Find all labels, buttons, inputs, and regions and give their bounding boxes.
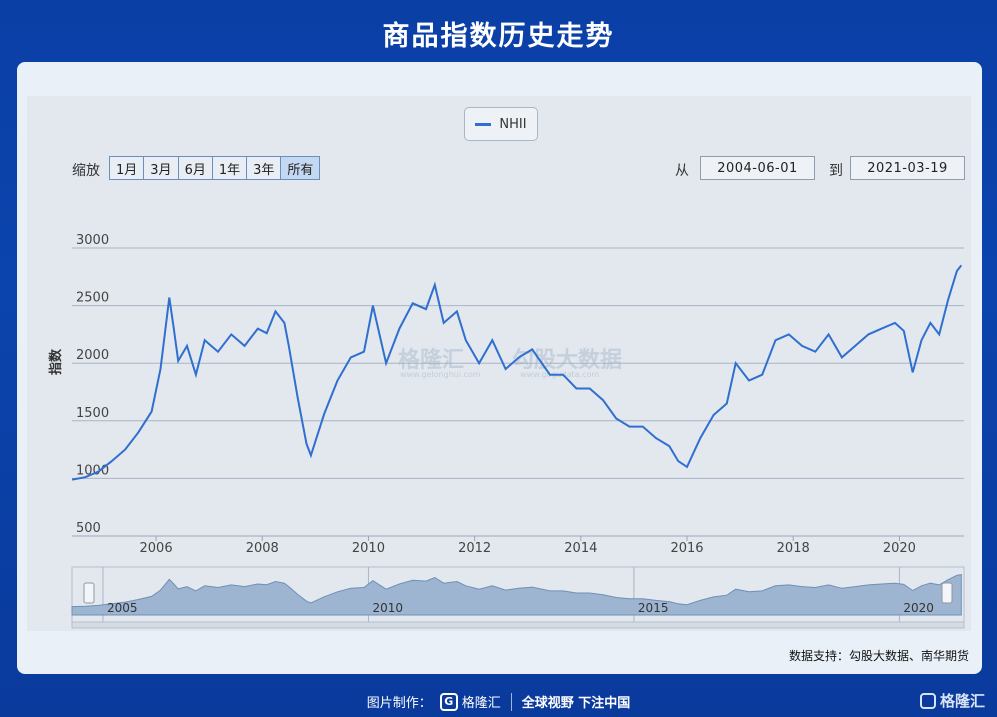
grid	[72, 247, 964, 537]
navigator-area	[71, 574, 962, 616]
watermark-gelonghui: 格隆汇	[398, 348, 465, 373]
legend[interactable]: NHII	[464, 107, 538, 141]
legend-swatch	[475, 122, 492, 126]
navigator-right-handle[interactable]	[941, 582, 953, 604]
footer: 图片制作： G 格隆汇 全球视野 下注中国	[0, 686, 997, 717]
y-tick-label: 1000	[76, 463, 109, 478]
y-axis-label: 指数	[48, 348, 64, 375]
navigator-tick-labels: 2005 2010 2015 2020	[107, 601, 934, 615]
legend-label: NHII	[499, 116, 527, 132]
corner-logo-icon	[919, 693, 936, 709]
zoom-3y-button[interactable]: 3年	[246, 156, 282, 180]
footer-divider	[510, 692, 512, 711]
zoom-buttons: 1月 3月 6月 1年 3年 所有	[109, 156, 321, 180]
corner-brand: 格隆汇	[939, 692, 985, 710]
watermark-gogu: 勾股大数据	[512, 348, 623, 373]
navigator-left-handle[interactable]	[83, 582, 95, 604]
x-tick-label: 2008	[246, 541, 279, 556]
y-tick-label: 2500	[76, 291, 109, 306]
zoom-1m-button[interactable]: 1月	[109, 156, 145, 180]
corner-logo: 格隆汇	[919, 690, 985, 711]
navigator-tick-label: 2005	[107, 601, 138, 615]
x-tick-labels: 2006 2008 2010 2012 2014 2016 2018 2020	[140, 536, 916, 556]
x-tick-label: 2014	[564, 541, 597, 556]
range-from-label: 从	[675, 163, 689, 179]
x-tick-label: 2020	[883, 541, 916, 556]
zoom-3m-button[interactable]: 3月	[143, 156, 179, 180]
y-tick-label: 3000	[76, 233, 109, 248]
footer-brand: 格隆汇	[461, 696, 501, 711]
y-tick-label: 1500	[76, 406, 109, 421]
x-tick-label: 2018	[777, 541, 810, 556]
footer-made-by: 图片制作：	[366, 696, 432, 711]
page-title: 商品指数历史走势	[382, 21, 615, 52]
y-tick-labels: 500 1000 1500 2000 2500 3000	[76, 233, 109, 536]
footer-slogan: 全球视野 下注中国	[521, 696, 631, 711]
x-tick-label: 2012	[458, 541, 491, 556]
range-from-input[interactable]: 2004-06-01	[700, 156, 815, 180]
brand-logo-icon: G	[439, 692, 458, 711]
y-tick-label: 2000	[76, 348, 109, 363]
watermark-gelonghui-url: www.gelonghui.com	[400, 370, 481, 379]
zoom-6m-button[interactable]: 6月	[177, 156, 213, 180]
zoom-1y-button[interactable]: 1年	[211, 156, 248, 180]
navigator[interactable]: 2005 2010 2015 2020	[71, 566, 965, 629]
range-to-label: 到	[829, 163, 843, 179]
source-note: 数据支持：勾股大数据、南华期货	[788, 649, 969, 663]
navigator-tick-label: 2010	[372, 601, 403, 615]
zoom-all-button[interactable]: 所有	[280, 156, 321, 180]
y-tick-label: 500	[76, 521, 101, 536]
range-to-input[interactable]: 2021-03-19	[850, 156, 965, 180]
x-tick-label: 2016	[670, 541, 703, 556]
x-tick-label: 2006	[140, 541, 173, 556]
nhii-series-line[interactable]	[71, 264, 963, 481]
navigator-tick-label: 2020	[903, 601, 934, 615]
zoom-label: 缩放	[72, 163, 100, 179]
x-tick-label: 2010	[352, 541, 385, 556]
navigator-scrollbar[interactable]	[71, 621, 965, 629]
navigator-tick-label: 2015	[638, 601, 669, 615]
